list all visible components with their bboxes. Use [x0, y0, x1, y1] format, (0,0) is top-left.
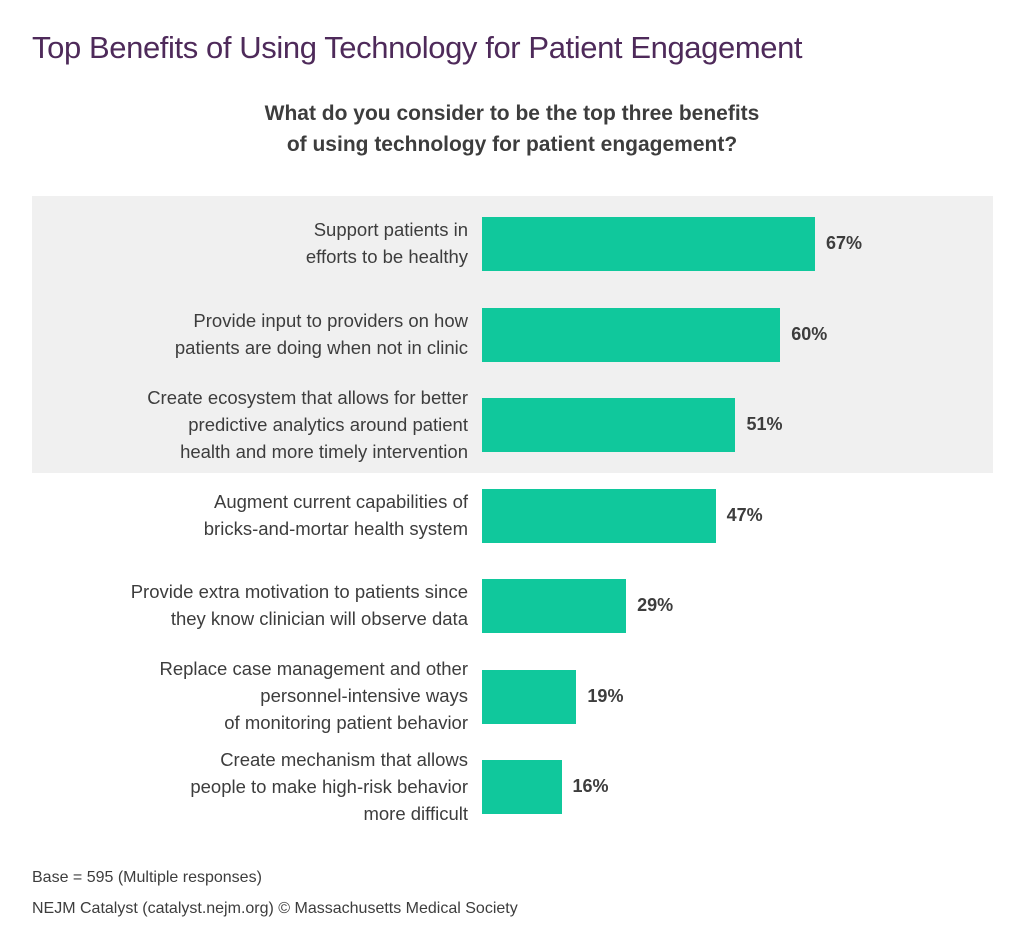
category-label: Provide extra motivation to patients sin…: [131, 578, 468, 632]
chart-title: Top Benefits of Using Technology for Pat…: [32, 30, 803, 65]
category-label: Augment current capabilities of bricks-an…: [204, 488, 468, 542]
data-label: 29%: [637, 595, 674, 615]
category-label-line: they know clinician will observe data: [170, 608, 468, 629]
category-label-line: predictive analytics around patient: [188, 413, 468, 435]
category-label-line: health and more timely intervention: [180, 440, 468, 462]
category-label-line: more difficult: [363, 802, 468, 824]
bar: [482, 307, 781, 362]
base-note: Base = 595 (Multiple responses): [32, 869, 262, 886]
category-label-line: Provide extra motivation to patients sin…: [130, 581, 468, 602]
subtitle-line: What do you consider to be the top three…: [264, 102, 760, 125]
category-label-line: Create mechanism that allows: [220, 748, 468, 770]
category-label-line: of monitoring patient behavior: [224, 712, 468, 733]
category-label-line: personnel-intensive ways: [260, 685, 468, 706]
bar: [482, 760, 562, 814]
category-label: Replace case management and other personn…: [159, 655, 468, 736]
category-label: Provide input to providers on how patient…: [175, 307, 468, 361]
category-label-line: people to make high-risk behavior: [190, 775, 468, 797]
bar: [482, 398, 736, 452]
subtitle-line: of using technology for patient engageme…: [286, 133, 738, 156]
data-label: 60%: [791, 323, 828, 344]
category-label-line: bricks-and-mortar health system: [203, 517, 468, 539]
bar: [482, 579, 627, 633]
data-label: 67%: [826, 233, 863, 253]
data-label: 16%: [572, 776, 609, 796]
category-label-line: Augment current capabilities of: [214, 490, 468, 512]
source-credit: NEJM Catalyst (catalyst.nejm.org) © Mass…: [32, 900, 518, 917]
category-label: Create ecosystem that allows for better p…: [147, 384, 468, 465]
category-label-line: patients are doing when not in clinic: [174, 336, 468, 358]
data-label: 19%: [587, 685, 624, 706]
bar: [482, 488, 716, 543]
category-label-line: Support patients in: [313, 219, 468, 240]
category-label-line: Create ecosystem that allows for better: [147, 386, 468, 408]
category-label-line: Provide input to providers on how: [193, 309, 468, 331]
bar: [482, 217, 815, 271]
data-label: 47%: [726, 504, 763, 525]
category-label: Create mechanism that allows people to ma…: [190, 746, 468, 827]
category-label: Support patients in efforts to be healthy: [306, 216, 468, 270]
data-label: 51%: [746, 414, 783, 434]
bar: [482, 669, 577, 724]
category-label-line: Replace case management and other: [159, 658, 468, 679]
category-label-line: efforts to be healthy: [305, 246, 468, 267]
chart-subtitle: What do you consider to be the top three…: [0, 98, 1024, 160]
